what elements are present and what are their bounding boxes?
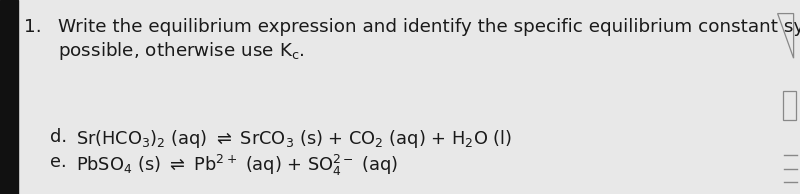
Bar	[783, 91, 796, 120]
Text: 1.: 1.	[24, 18, 42, 36]
Text: Sr(HCO$_3$)$_2$ (aq) $\rightleftharpoons$ SrCO$_3$ (s) + CO$_2$ (aq) + H$_2$O (l: Sr(HCO$_3$)$_2$ (aq) $\rightleftharpoons…	[76, 128, 512, 150]
Text: PbSO$_4$ (s) $\rightleftharpoons$ Pb$^{2+}$ (aq) + SO$_4^{2-}$ (aq): PbSO$_4$ (s) $\rightleftharpoons$ Pb$^{2…	[76, 153, 398, 178]
Bar	[0, 0, 18, 194]
Text: e.: e.	[50, 153, 66, 171]
Text: d.: d.	[50, 128, 66, 146]
Text: Write the equilibrium expression and identify the specific equilibrium constant : Write the equilibrium expression and ide…	[58, 18, 800, 36]
Text: possible, otherwise use K$_\mathrm{c}$.: possible, otherwise use K$_\mathrm{c}$.	[58, 40, 304, 62]
